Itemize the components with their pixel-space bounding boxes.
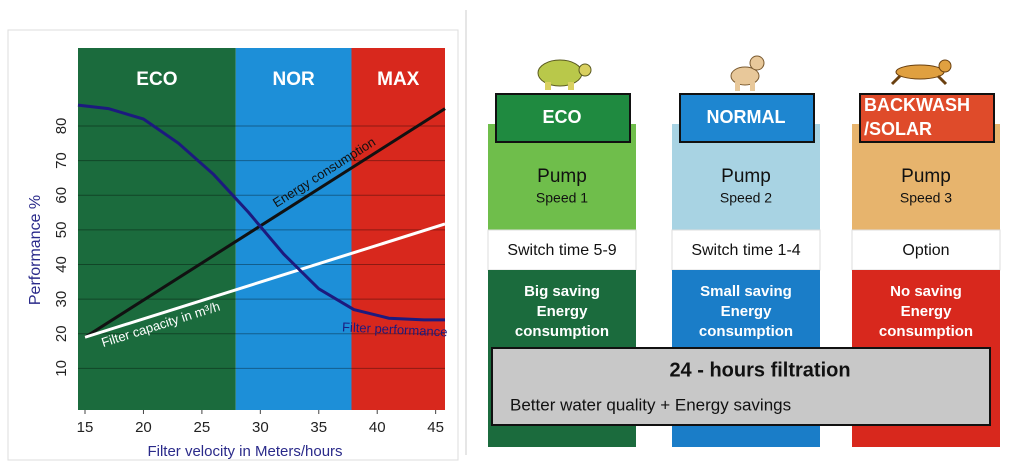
x-tick-label: 40	[369, 419, 386, 436]
y-tick-label: 10	[53, 360, 70, 377]
y-tick-label: 80	[53, 118, 70, 135]
y-tick-label: 20	[53, 325, 70, 342]
x-tick-label: 25	[194, 419, 211, 436]
x-tick-label: 35	[310, 419, 327, 436]
speed-label: Speed 1	[536, 190, 588, 206]
x-tick-label: 30	[252, 419, 269, 436]
speed-label: Speed 3	[900, 190, 952, 206]
turtle-icon	[538, 60, 591, 90]
saving-label: Big saving	[524, 283, 600, 300]
mode-title: NORMAL	[707, 107, 786, 127]
y-tick-label: 70	[53, 152, 70, 169]
pump-label: Pump	[721, 166, 771, 187]
cheetah-icon	[892, 60, 951, 84]
saving-label: Small saving	[700, 283, 792, 300]
mode-title: BACKWASH	[864, 95, 970, 115]
zone	[78, 48, 236, 410]
pump-label: Pump	[537, 166, 587, 187]
root: ECO NOR MAX 10 20 30 40 50 60 70 80 15 20 25 30 35 40 45 F…	[0, 0, 1011, 463]
summary-title: 24 - hours filtration	[669, 359, 850, 381]
switch-label: Switch time 1-4	[691, 242, 800, 259]
switch-label: Switch time 5-9	[507, 242, 616, 259]
dog-icon	[731, 56, 764, 91]
zone-label: ECO	[136, 69, 177, 90]
zone-label: NOR	[273, 69, 316, 90]
saving-label: consumption	[699, 323, 793, 340]
x-tick-label: 15	[77, 419, 94, 436]
summary-text: Better water quality + Energy savings	[510, 395, 791, 414]
switch-label: Option	[902, 242, 949, 259]
speed-label: Speed 2	[720, 190, 772, 206]
saving-label: Energy	[901, 303, 953, 320]
y-tick-label: 40	[53, 256, 70, 273]
plot: ECO NOR MAX 10 20 30 40 50 60 70 80 15 20 25 30 35 40 45 F…	[27, 48, 448, 460]
zone-label: MAX	[377, 69, 420, 90]
y-tick-label: 60	[53, 187, 70, 204]
panel: ECO Pump Speed 1 Switch time 5-9 Big saving E…	[488, 56, 1000, 447]
saving-label: Energy	[537, 303, 589, 320]
mode-title: /SOLAR	[864, 119, 932, 139]
y-tick-label: 30	[53, 291, 70, 308]
y-axis-label: Performance %	[27, 195, 44, 305]
saving-label: No saving	[890, 283, 962, 300]
saving-label: consumption	[879, 323, 973, 340]
mode-title: ECO	[542, 107, 581, 127]
x-tick-label: 45	[427, 419, 444, 436]
pump-label: Pump	[901, 166, 951, 187]
y-tick-label: 50	[53, 222, 70, 239]
page: ECO NOR MAX 10 20 30 40 50 60 70 80 15 20 25 30 35 40 45 F…	[0, 0, 1011, 463]
x-tick-label: 20	[135, 419, 152, 436]
saving-label: consumption	[515, 323, 609, 340]
x-axis-label: Filter velocity in Meters/hours	[147, 443, 342, 460]
saving-label: Energy	[721, 303, 773, 320]
